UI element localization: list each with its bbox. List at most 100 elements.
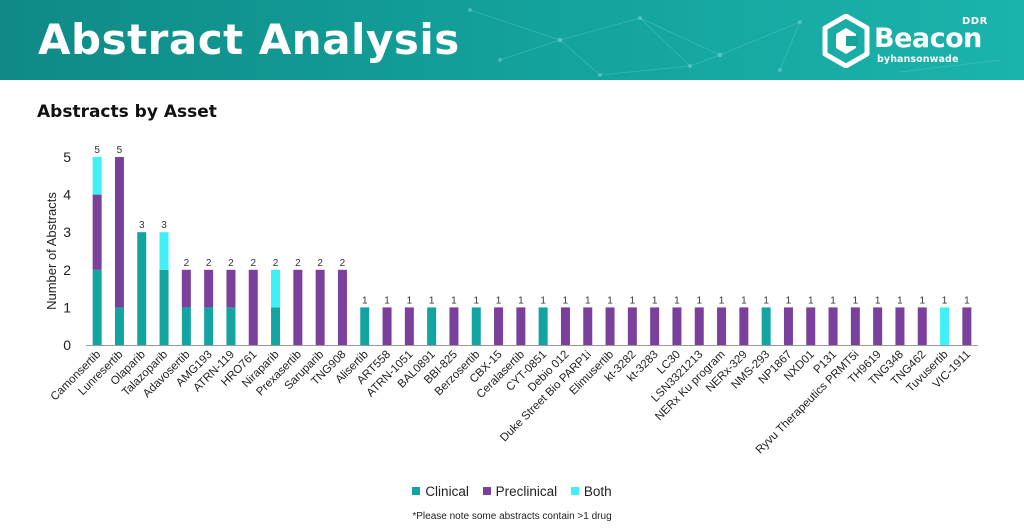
y-tick-label: 3 <box>63 224 71 240</box>
bar-preclinical <box>717 307 727 345</box>
bar-preclinical <box>917 307 927 345</box>
data-label: 1 <box>496 295 502 306</box>
data-label: 2 <box>295 258 301 269</box>
legend-item-clinical: Clinical <box>412 484 469 499</box>
bar-preclinical <box>605 307 615 345</box>
data-label: 1 <box>919 295 925 306</box>
beacon-logo: DDR Beacon byhansonwade <box>822 10 1012 74</box>
bar-clinical <box>761 307 771 345</box>
data-label: 2 <box>250 258 256 269</box>
data-label: 1 <box>451 295 457 306</box>
bar-preclinical <box>828 307 838 345</box>
bar-both <box>940 307 950 345</box>
bar-preclinical <box>204 269 214 308</box>
data-label: 1 <box>473 295 479 306</box>
bar-clinical <box>204 307 214 345</box>
bar-preclinical <box>494 307 504 345</box>
chart-legend: Clinical Preclinical Both <box>0 484 1024 499</box>
data-label: 2 <box>228 258 234 269</box>
legend-label-clinical: Clinical <box>425 484 469 499</box>
beacon-hexagon-logo-icon <box>822 14 870 68</box>
bar-both <box>271 269 281 308</box>
data-label: 2 <box>340 258 346 269</box>
header-banner: Abstract Analysis DDR Beacon byhansonwad… <box>0 0 1024 80</box>
bar-clinical <box>137 232 147 345</box>
bar-clinical <box>92 269 102 345</box>
data-label: 1 <box>696 295 702 306</box>
data-label: 1 <box>897 295 903 306</box>
bar-preclinical <box>226 269 236 308</box>
legend-label-both: Both <box>583 484 612 499</box>
bar-preclinical <box>895 307 905 345</box>
bar-clinical <box>226 307 236 345</box>
bar-preclinical <box>850 307 860 345</box>
legend-swatch-preclinical <box>482 487 491 495</box>
data-label: 1 <box>830 295 836 306</box>
data-label: 1 <box>652 295 658 306</box>
logo-byline: byhansonwade <box>877 54 959 65</box>
data-label: 1 <box>540 295 546 306</box>
data-label: 1 <box>630 295 636 306</box>
bar-preclinical <box>672 307 682 345</box>
data-label: 5 <box>94 145 100 156</box>
bar-preclinical <box>694 307 704 345</box>
data-label: 1 <box>384 295 390 306</box>
bar-preclinical <box>739 307 749 345</box>
bar-clinical <box>471 307 481 345</box>
bar-preclinical <box>293 269 303 345</box>
bar-both <box>92 157 102 195</box>
data-label: 1 <box>786 295 792 306</box>
bar-clinical <box>538 307 548 345</box>
bar-preclinical <box>181 269 191 308</box>
data-label: 5 <box>117 145 123 156</box>
y-tick-label: 2 <box>63 262 71 278</box>
y-tick-label: 1 <box>63 299 71 315</box>
bar-preclinical <box>337 269 347 345</box>
data-label: 2 <box>184 258 190 269</box>
chart-title: Abstracts by Asset <box>37 102 217 122</box>
data-label: 1 <box>719 295 725 306</box>
bar-clinical <box>114 307 124 345</box>
data-label: 1 <box>407 295 413 306</box>
bar-preclinical <box>560 307 570 345</box>
data-label: 2 <box>273 258 279 269</box>
bar-preclinical <box>315 269 325 345</box>
data-label: 1 <box>763 295 769 306</box>
legend-label-preclinical: Preclinical <box>495 484 558 499</box>
page-title: Abstract Analysis <box>38 15 460 64</box>
bar-preclinical <box>806 307 816 345</box>
data-label: 1 <box>964 295 970 306</box>
bar-preclinical <box>92 194 102 270</box>
data-label: 2 <box>206 258 212 269</box>
y-tick-label: 4 <box>63 187 71 203</box>
data-label: 1 <box>875 295 881 306</box>
data-label: 1 <box>362 295 368 306</box>
data-label: 3 <box>161 220 167 231</box>
logo-name: Beacon <box>874 23 982 54</box>
data-label: 3 <box>139 220 145 231</box>
bar-preclinical <box>627 307 637 345</box>
bar-preclinical <box>873 307 883 345</box>
bar-preclinical <box>382 307 392 345</box>
data-label: 1 <box>585 295 591 306</box>
bar-preclinical <box>583 307 593 345</box>
bar-both <box>159 232 169 270</box>
logo-ddr-tag: DDR <box>962 16 988 27</box>
bar-clinical <box>271 307 281 345</box>
data-label: 1 <box>741 295 747 306</box>
y-tick-label: 0 <box>63 337 71 353</box>
bar-clinical <box>427 307 437 345</box>
bar-preclinical <box>248 269 258 345</box>
bar-clinical <box>360 307 370 345</box>
legend-item-both: Both <box>570 484 612 499</box>
data-label: 1 <box>853 295 859 306</box>
y-axis-title: Number of Abstracts <box>44 192 59 310</box>
network-pattern-decoration <box>468 8 1001 77</box>
data-label: 1 <box>808 295 814 306</box>
bar-preclinical <box>114 157 124 308</box>
y-tick-label: 5 <box>63 149 71 165</box>
footnote: *Please note some abstracts contain >1 d… <box>412 511 612 522</box>
bar-clinical <box>159 269 169 345</box>
bar-preclinical <box>962 307 972 345</box>
data-label: 2 <box>317 258 323 269</box>
